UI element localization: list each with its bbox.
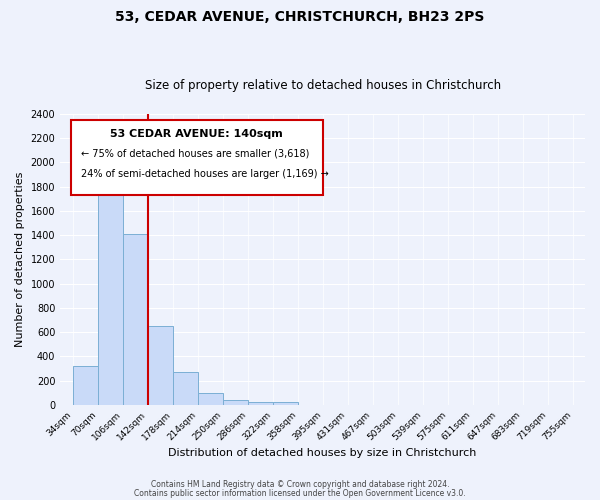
Y-axis label: Number of detached properties: Number of detached properties	[15, 172, 25, 347]
Title: Size of property relative to detached houses in Christchurch: Size of property relative to detached ho…	[145, 79, 500, 92]
Text: 53 CEDAR AVENUE: 140sqm: 53 CEDAR AVENUE: 140sqm	[110, 128, 283, 138]
Text: ← 75% of detached houses are smaller (3,618): ← 75% of detached houses are smaller (3,…	[81, 149, 310, 159]
Text: 24% of semi-detached houses are larger (1,169) →: 24% of semi-detached houses are larger (…	[81, 170, 329, 179]
Bar	[223, 400, 248, 405]
Bar	[98, 166, 122, 405]
Bar	[173, 372, 197, 405]
X-axis label: Distribution of detached houses by size in Christchurch: Distribution of detached houses by size …	[169, 448, 477, 458]
Text: Contains public sector information licensed under the Open Government Licence v3: Contains public sector information licen…	[134, 488, 466, 498]
FancyBboxPatch shape	[71, 120, 323, 196]
Text: Contains HM Land Registry data © Crown copyright and database right 2024.: Contains HM Land Registry data © Crown c…	[151, 480, 449, 489]
Bar	[73, 366, 98, 405]
Bar	[197, 393, 223, 405]
Bar	[148, 326, 173, 405]
Bar	[248, 402, 272, 405]
Bar	[272, 402, 298, 405]
Text: 53, CEDAR AVENUE, CHRISTCHURCH, BH23 2PS: 53, CEDAR AVENUE, CHRISTCHURCH, BH23 2PS	[115, 10, 485, 24]
Bar	[122, 234, 148, 405]
